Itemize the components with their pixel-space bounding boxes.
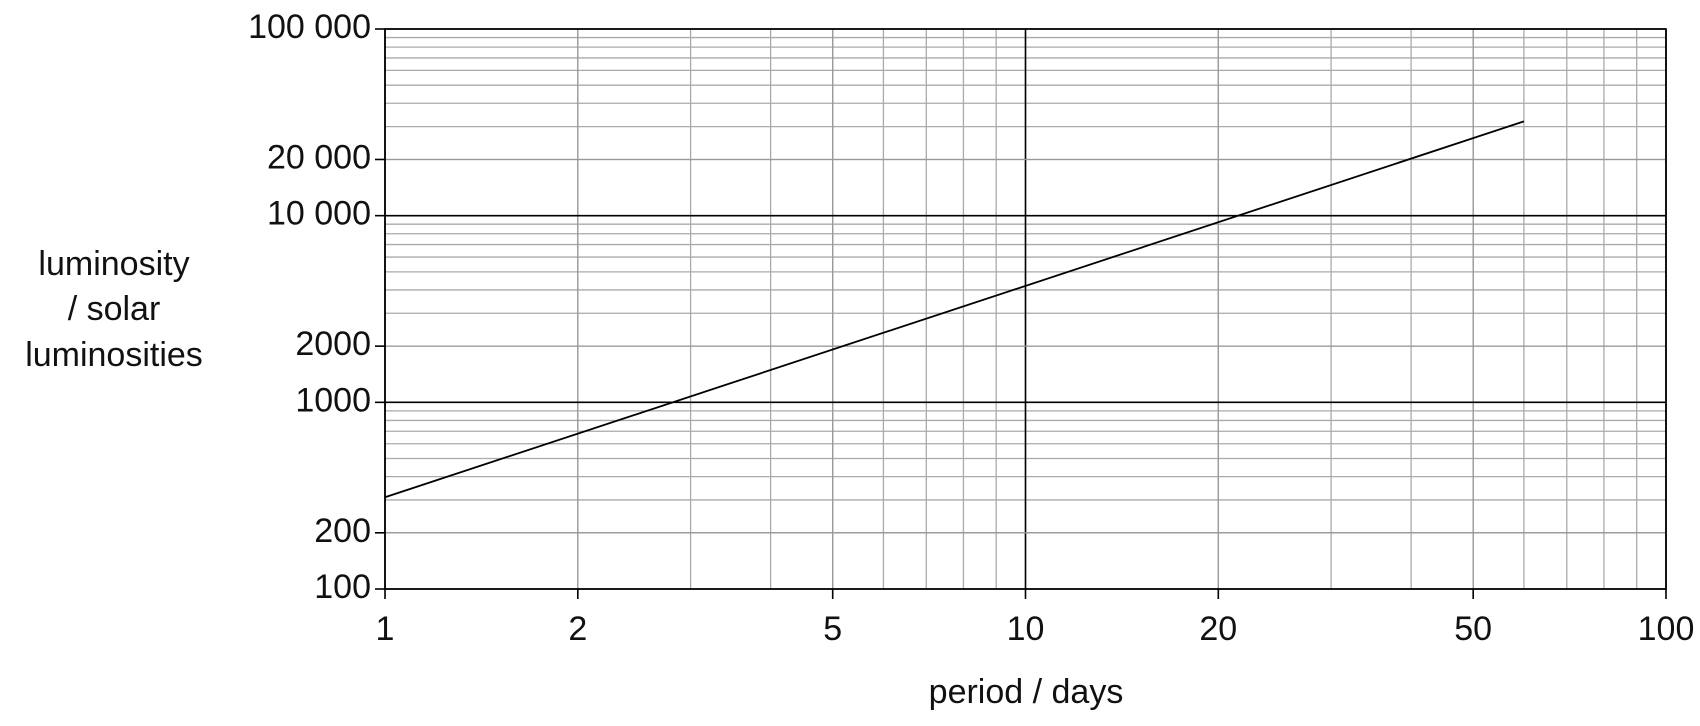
plot-frame [384, 28, 1667, 590]
x-tick-label: 50 [1454, 610, 1492, 648]
y-axis-label: luminosities [25, 336, 203, 374]
y-tick-label: 1000 [295, 381, 371, 419]
x-tick-label: 100 [1638, 610, 1695, 648]
y-tick-label: 10 000 [267, 195, 371, 233]
y-axis-label: luminosity [38, 245, 189, 283]
x-tick-label: 20 [1199, 610, 1237, 648]
y-tick-label: 100 [314, 568, 371, 606]
x-axis-label: period / days [929, 673, 1124, 711]
y-tick-label: 200 [314, 512, 371, 550]
y-axis-label: / solar [68, 290, 161, 328]
y-tick-label: 20 000 [267, 138, 371, 176]
x-tick-label: 2 [568, 610, 587, 648]
x-tick-label: 5 [823, 610, 842, 648]
y-tick-label: 2000 [295, 325, 371, 363]
x-tick-label: 1 [376, 610, 395, 648]
data-line [384, 120, 1525, 499]
y-tick-label: 100 000 [248, 8, 371, 46]
x-tick-label: 10 [1007, 610, 1045, 648]
